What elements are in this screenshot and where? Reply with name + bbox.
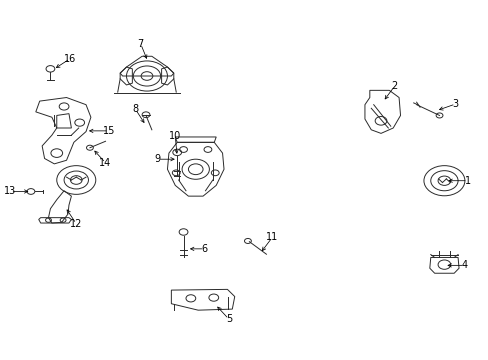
Text: 11: 11	[265, 232, 278, 242]
Text: 5: 5	[225, 314, 231, 324]
Text: 9: 9	[154, 154, 161, 164]
Text: 2: 2	[391, 81, 397, 91]
Text: 4: 4	[461, 260, 467, 270]
Text: 12: 12	[70, 219, 82, 229]
Text: 7: 7	[137, 39, 143, 49]
Text: 8: 8	[132, 104, 138, 114]
Text: 16: 16	[63, 54, 76, 64]
Text: 3: 3	[452, 99, 458, 109]
Text: 13: 13	[4, 186, 17, 197]
Text: 15: 15	[102, 126, 115, 136]
Text: 1: 1	[464, 176, 470, 186]
Text: 14: 14	[99, 158, 111, 168]
Text: 10: 10	[169, 131, 181, 141]
Text: 6: 6	[201, 244, 207, 254]
